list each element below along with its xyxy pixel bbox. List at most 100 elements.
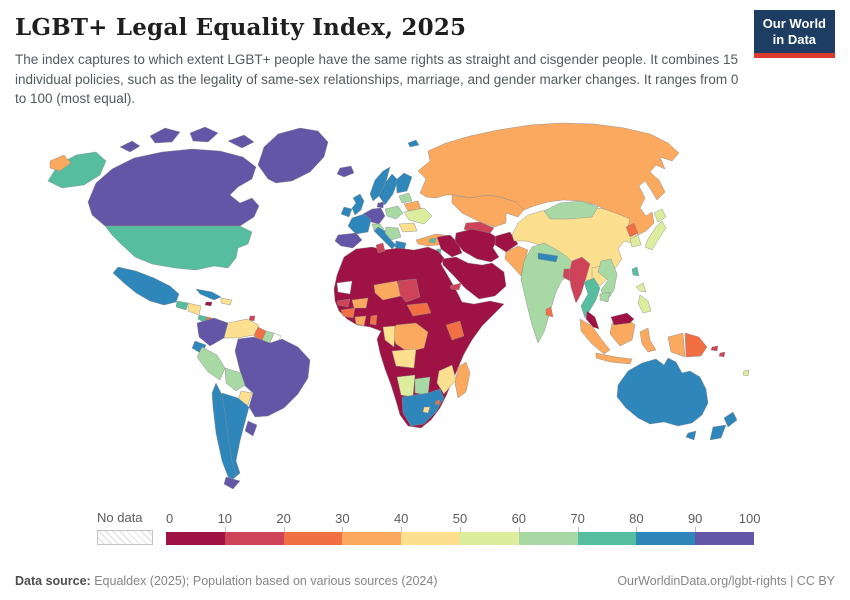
region-kenya[interactable]	[445, 320, 465, 340]
region-india[interactable]	[520, 242, 575, 343]
region-hispaniola[interactable]	[220, 297, 233, 305]
region-new-zealand[interactable]	[709, 411, 738, 440]
region-fiji-vanuatu[interactable]	[742, 369, 750, 376]
region-iceland[interactable]	[336, 165, 355, 177]
region-kazakhstan[interactable]	[451, 194, 525, 227]
region-mozambique[interactable]	[436, 364, 457, 394]
region-japan[interactable]	[644, 208, 667, 250]
region-benin[interactable]	[369, 314, 378, 325]
region-gabon-congo[interactable]	[382, 325, 396, 347]
region-malaysia-peninsular[interactable]	[585, 310, 600, 329]
region-senegal[interactable]	[336, 298, 351, 307]
region-trinidad[interactable]	[248, 315, 256, 321]
legend-segment-60-70[interactable]	[518, 531, 578, 545]
region-venezuela[interactable]	[223, 318, 260, 338]
region-iran[interactable]	[454, 228, 500, 262]
region-usa[interactable]	[104, 225, 253, 270]
region-solomon-islands[interactable]	[710, 345, 726, 357]
world-map-svg	[47, 122, 750, 489]
region-iberia[interactable]	[334, 232, 363, 248]
region-tierra-del-fuego[interactable]	[223, 476, 241, 489]
region-north-korea[interactable]	[625, 222, 639, 237]
region-uruguay[interactable]	[244, 420, 258, 436]
region-colombia[interactable]	[196, 317, 229, 346]
region-madagascar[interactable]	[454, 361, 471, 398]
region-peru[interactable]	[196, 346, 226, 380]
region-norway[interactable]	[369, 166, 391, 201]
region-afghanistan[interactable]	[494, 231, 519, 252]
region-nepal[interactable]	[537, 252, 559, 262]
region-lesotho[interactable]	[422, 406, 431, 413]
region-bolivia[interactable]	[224, 367, 246, 391]
owid-logo[interactable]: Our World in Data	[753, 10, 835, 59]
region-australia[interactable]	[616, 357, 709, 426]
region-chukotka[interactable]	[49, 154, 72, 171]
region-ivory-coast[interactable]	[354, 315, 367, 326]
legend-segment-0-10[interactable]	[166, 531, 225, 545]
region-south-africa[interactable]	[401, 388, 445, 426]
region-taiwan[interactable]	[631, 266, 640, 276]
region-france[interactable]	[347, 213, 372, 234]
legend-tick: 60	[511, 510, 527, 526]
region-cambodia[interactable]	[599, 291, 611, 302]
region-canada[interactable]	[87, 148, 260, 226]
region-tasmania[interactable]	[685, 430, 697, 440]
region-jamaica[interactable]	[204, 301, 213, 306]
region-cuba[interactable]	[195, 288, 222, 300]
legend-segment-40-50[interactable]	[401, 531, 460, 545]
legend-segment-50-60[interactable]	[459, 531, 519, 545]
region-honduras-nicaragua[interactable]	[187, 302, 202, 315]
region-western-sahara[interactable]	[336, 280, 353, 294]
region-chad[interactable]	[397, 278, 421, 302]
region-ukraine[interactable]	[403, 207, 433, 224]
region-thailand[interactable]	[580, 277, 601, 318]
region-burkina-faso[interactable]	[351, 297, 369, 308]
region-chile[interactable]	[211, 382, 237, 479]
region-south-korea[interactable]	[629, 234, 642, 247]
region-canada-arctic[interactable]	[119, 126, 255, 152]
region-philippines[interactable]	[635, 282, 652, 313]
region-central-african-republic[interactable]	[406, 302, 432, 316]
legend-segment-30-40[interactable]	[342, 531, 402, 545]
region-niger[interactable]	[373, 280, 402, 300]
region-guinea[interactable]	[340, 307, 356, 318]
region-vietnam[interactable]	[597, 258, 618, 302]
legend-segment-10-20[interactable]	[224, 531, 284, 545]
region-tunisia[interactable]	[375, 242, 386, 253]
region-eswatini[interactable]	[434, 399, 441, 405]
region-eritrea[interactable]	[449, 282, 462, 290]
legend-tick: 50	[452, 510, 468, 526]
no-data-swatch[interactable]	[97, 529, 153, 545]
region-mongolia[interactable]	[543, 200, 599, 219]
region-uk[interactable]	[351, 193, 365, 215]
region-mexico[interactable]	[112, 266, 180, 305]
legend-segment-70-80[interactable]	[577, 531, 637, 545]
region-angola[interactable]	[391, 348, 417, 368]
region-papua-new-guinea[interactable]	[684, 332, 708, 357]
region-denmark[interactable]	[376, 201, 385, 208]
region-romania[interactable]	[398, 222, 418, 232]
legend-segment-80-90[interactable]	[636, 531, 696, 545]
region-baltics[interactable]	[398, 192, 413, 203]
region-poland[interactable]	[384, 205, 404, 219]
legend-tick-line	[342, 526, 344, 532]
region-greenland[interactable]	[257, 127, 329, 183]
page-title: LGBT+ Legal Equality Index, 2025	[15, 14, 467, 41]
legend-tick-line	[224, 526, 226, 532]
region-myanmar[interactable]	[568, 256, 591, 303]
region-sri-lanka[interactable]	[545, 306, 554, 317]
region-malaysia-borneo[interactable]	[610, 312, 635, 325]
region-indonesia[interactable]	[579, 318, 657, 364]
region-svalbard[interactable]	[407, 139, 420, 147]
region-papua-indonesia[interactable]	[667, 332, 686, 357]
region-ireland[interactable]	[340, 206, 353, 217]
legend-segment-20-30[interactable]	[283, 531, 343, 545]
region-balkans[interactable]	[384, 226, 402, 240]
owid-url-link[interactable]: OurWorldinData.org/lgbt-rights | CC BY	[617, 574, 835, 588]
region-botswana[interactable]	[414, 376, 431, 395]
region-finland[interactable]	[395, 172, 413, 193]
region-guatemala[interactable]	[175, 300, 189, 310]
region-arabia[interactable]	[441, 256, 507, 299]
legend-segment-90-100[interactable]	[695, 531, 754, 545]
region-cyprus[interactable]	[428, 237, 437, 243]
